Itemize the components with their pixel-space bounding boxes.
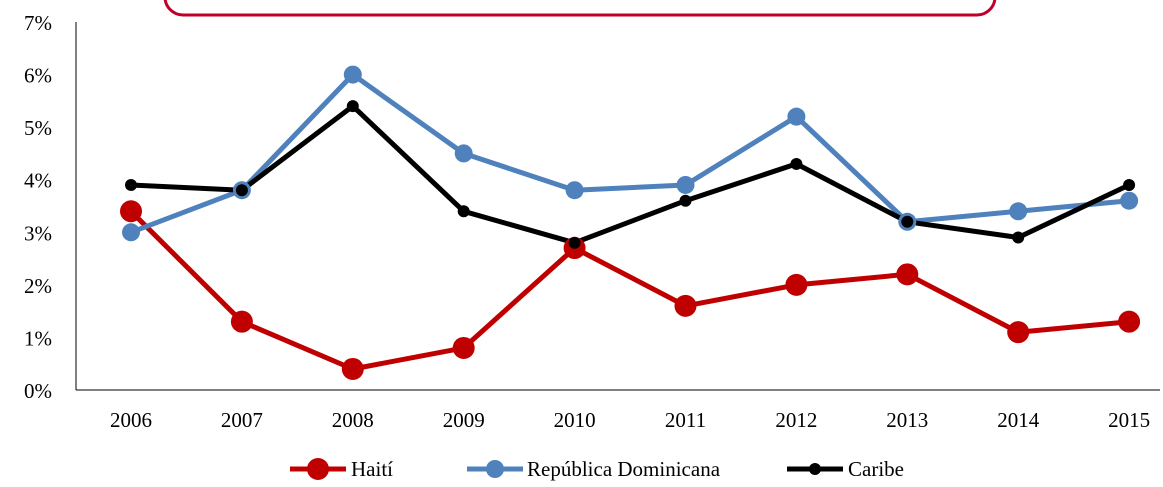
data-point (896, 263, 919, 286)
data-point (565, 181, 584, 200)
x-tick-label: 2015 (1108, 408, 1150, 432)
legend-swatch-marker (809, 463, 821, 475)
data-point (457, 205, 470, 218)
data-point (790, 157, 803, 170)
data-point (901, 215, 914, 228)
legend: Haití República Dominicana Caribe (290, 457, 904, 481)
y-tick-label: 2% (24, 274, 52, 298)
title-banner (163, 0, 997, 17)
data-point (120, 200, 142, 223)
data-point (787, 107, 806, 126)
series-lines (129, 72, 1131, 372)
data-point (1118, 310, 1141, 333)
x-tick-label: 2007 (221, 408, 263, 432)
data-point (454, 144, 473, 163)
data-point (230, 310, 253, 333)
data-point (785, 273, 808, 296)
data-point (343, 65, 362, 84)
legend-label: República Dominicana (527, 457, 721, 481)
y-tick-label: 4% (24, 169, 52, 193)
legend-swatch-marker (486, 460, 504, 478)
y-tick-labels: 0% 1% 2% 3% 4% 5% 6% 7% (24, 11, 52, 403)
data-point (125, 178, 137, 191)
y-tick-label: 3% (24, 221, 52, 245)
axes (75, 22, 1160, 391)
y-tick-label: 5% (24, 116, 52, 140)
data-point (1009, 202, 1028, 221)
data-point (235, 184, 248, 197)
x-tick-label: 2012 (775, 408, 817, 432)
y-tick-label: 6% (24, 64, 52, 88)
data-point (1120, 191, 1139, 210)
data-point (346, 100, 359, 113)
x-tick-label: 2009 (443, 408, 485, 432)
data-point (568, 236, 581, 249)
x-tick-label: 2014 (997, 408, 1040, 432)
x-tick-labels: 2006 2007 2008 2009 2010 2011 2012 2013 2014 2015 (110, 408, 1150, 432)
x-tick-label: 2013 (886, 408, 928, 432)
series-markers (120, 65, 1141, 380)
data-point (1012, 231, 1025, 244)
legend-label: Caribe (848, 457, 904, 481)
data-point (676, 175, 695, 194)
data-point (679, 194, 692, 207)
y-tick-label: 0% (24, 379, 52, 403)
data-point (1007, 321, 1030, 344)
data-point (674, 294, 697, 317)
y-tick-label: 7% (24, 11, 52, 35)
data-point (341, 357, 364, 380)
x-tick-label: 2006 (110, 408, 152, 432)
series-line (129, 209, 1130, 372)
data-point (122, 223, 140, 242)
x-tick-label: 2008 (332, 408, 374, 432)
x-tick-label: 2010 (554, 408, 596, 432)
series-line (130, 103, 1131, 246)
legend-swatch-marker (307, 458, 329, 480)
legend-label: Haití (351, 457, 393, 481)
data-point (1123, 178, 1136, 191)
data-point (452, 336, 475, 359)
x-tick-label: 2011 (665, 408, 706, 432)
y-tick-label: 1% (24, 326, 52, 350)
series-line (130, 72, 1130, 235)
